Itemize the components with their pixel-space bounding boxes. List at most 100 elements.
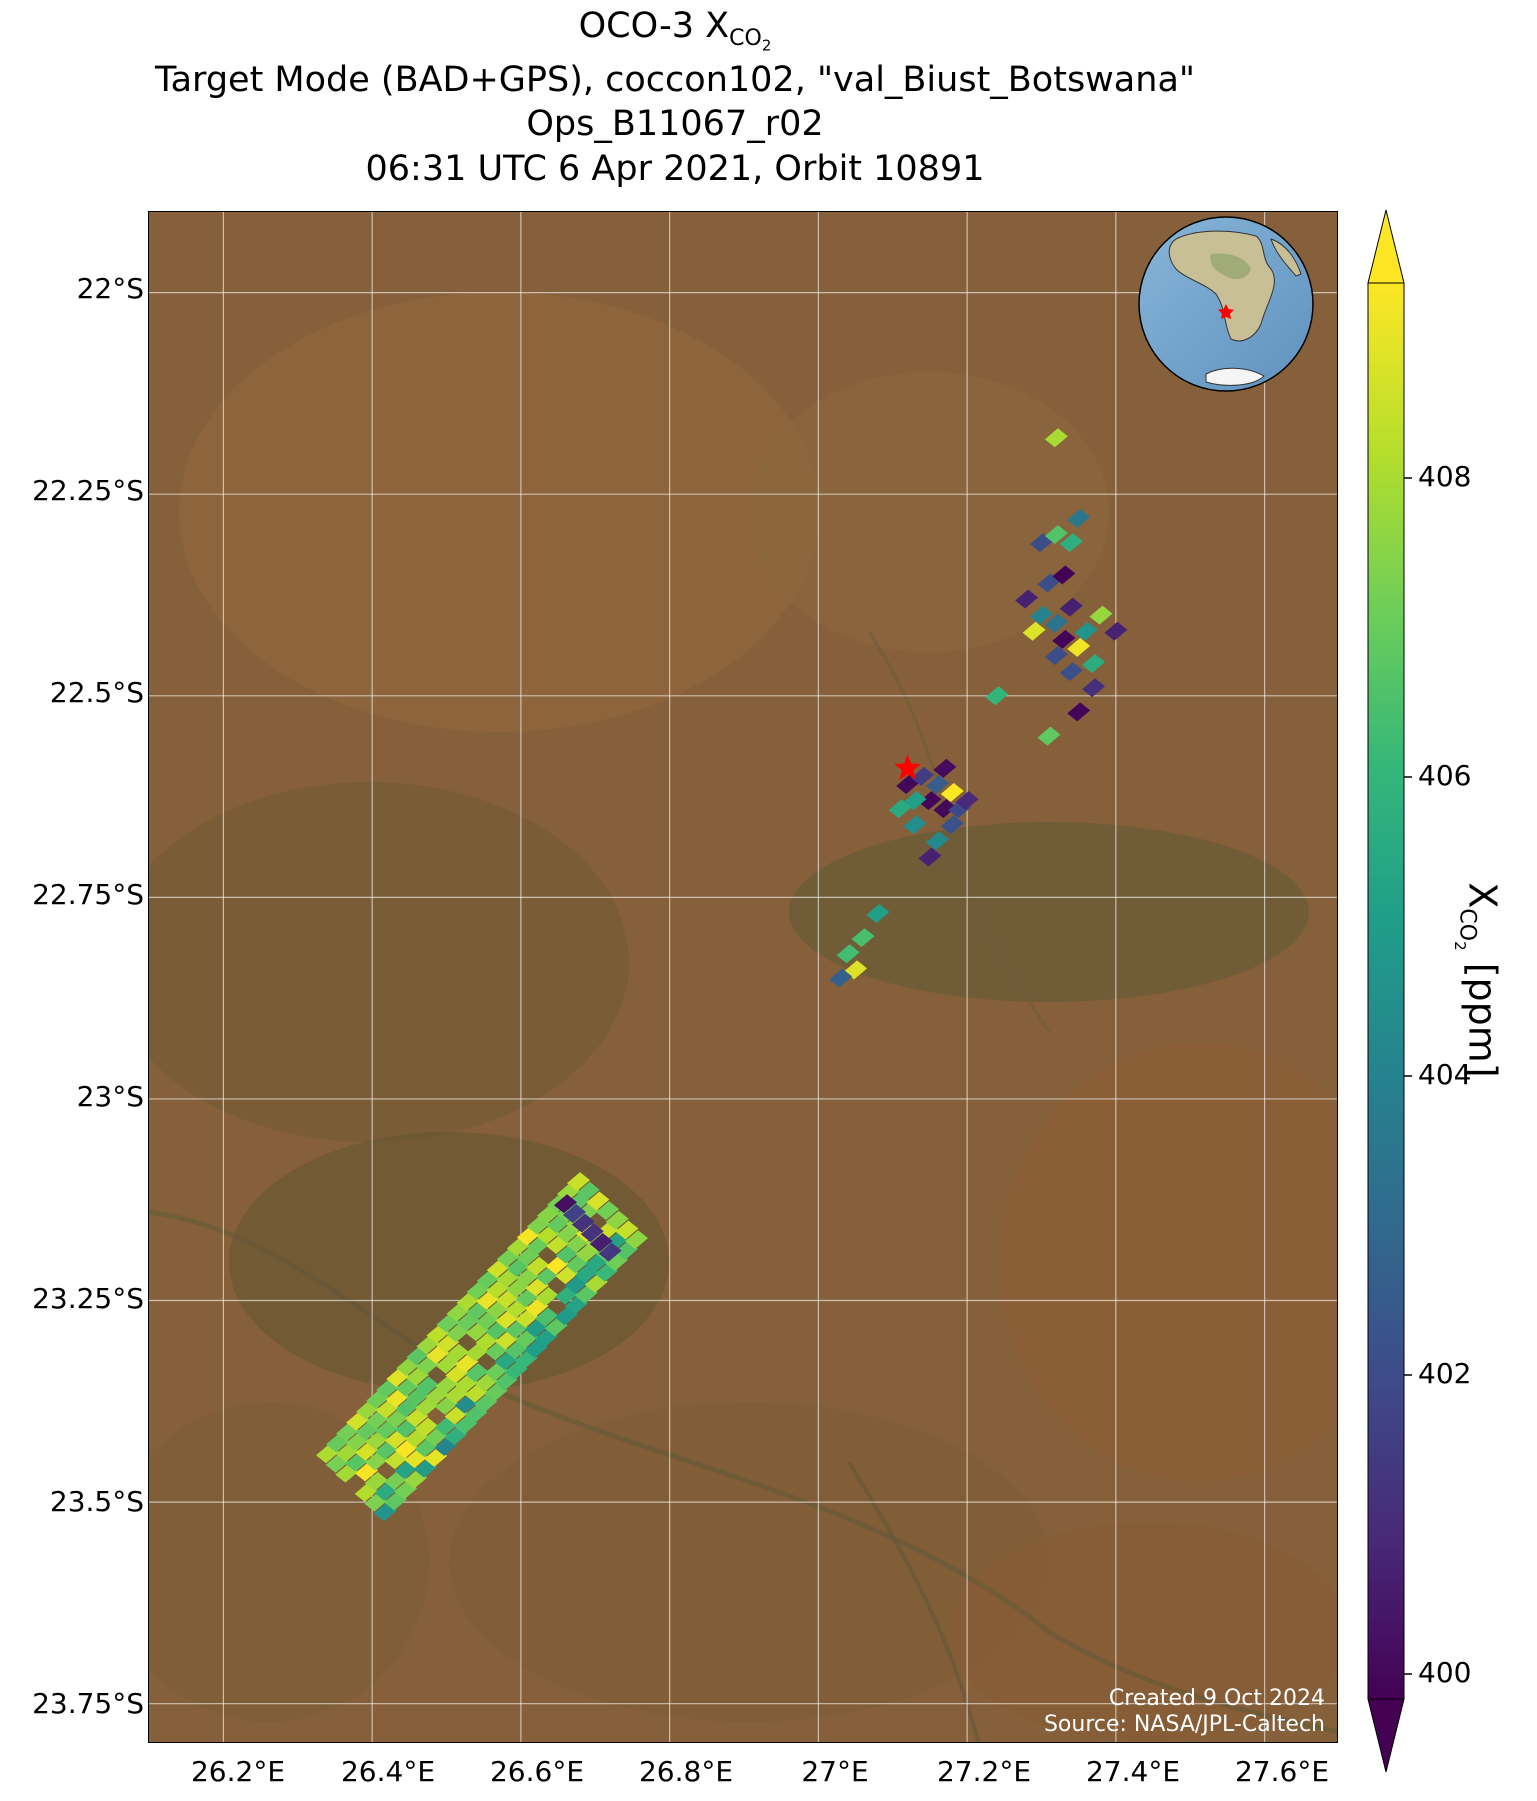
sounding-footprint (851, 928, 875, 948)
sounding-footprint (1104, 621, 1128, 641)
sounding-footprint (1059, 597, 1083, 617)
sounding-footprint (567, 1172, 591, 1192)
sounding-footprint (580, 1223, 604, 1243)
title-line-2: Target Mode (BAD+GPS), coccon102, "val_B… (155, 60, 1195, 100)
sounding-footprint (615, 1220, 639, 1240)
credit-source: Source: NASA/JPL-Caltech (1043, 1712, 1325, 1737)
lat-label-23-5: 23.5°S (49, 1485, 144, 1518)
sounding-footprint (445, 1343, 469, 1363)
sounding-footprint (955, 791, 979, 811)
sounding-footprint (1044, 645, 1068, 665)
sounding-footprint (415, 1376, 439, 1396)
lat-label-22: 22°S (76, 272, 144, 305)
lat-label-22-5: 22.5°S (49, 676, 144, 709)
colorbar-tick-408: 408 (1418, 460, 1472, 493)
sounding-footprint (1067, 508, 1091, 528)
sounding-footprint (829, 968, 853, 988)
lat-label-22-75: 22.75°S (32, 878, 144, 911)
sounding-footprint (933, 758, 957, 778)
lon-label-27-6: 27.6°E (1234, 1755, 1330, 1788)
sounding-footprint (1052, 629, 1076, 649)
sounding-footprint (1044, 613, 1068, 633)
terrain-texture (149, 292, 1337, 1742)
sounding-footprint (605, 1210, 629, 1230)
lon-label-26-2: 26.2°E (190, 1755, 286, 1788)
sounding-footprint (576, 1181, 600, 1201)
title-line-1: OCO-3 XCO2 (0, 6, 1350, 65)
sounding-footprint (625, 1230, 649, 1250)
lon-label-27-4: 27.4°E (1085, 1755, 1181, 1788)
colorbar-tick-406: 406 (1418, 759, 1472, 792)
title-xco2: OCO-3 X (578, 6, 730, 46)
lon-label-27: 27°E (801, 1755, 869, 1788)
sounding-footprint (1059, 662, 1083, 682)
sounding-footprint (1044, 428, 1068, 448)
antarctica-landmass (1205, 367, 1265, 386)
sounding-footprint (925, 774, 949, 794)
lon-label-26-8: 26.8°E (638, 1755, 734, 1788)
sounding-footprint (940, 783, 964, 803)
sounding-footprint (596, 1201, 620, 1221)
sounding-footprint (364, 1472, 388, 1492)
colorbar (1367, 209, 1412, 1773)
credit-created: Created 9 Oct 2024 (1108, 1686, 1325, 1711)
sounding-footprint (888, 799, 912, 819)
sounding-footprint (866, 903, 890, 923)
target-star-icon (894, 754, 921, 780)
sounding-footprint (1082, 678, 1106, 698)
colorbar-gradient (1367, 282, 1405, 1700)
sounding-footprint (836, 944, 860, 964)
colorbar-title: XCO2 [ppm] (1451, 882, 1505, 1078)
sounding-footprint (1052, 565, 1076, 585)
sounding-footprint (918, 847, 942, 867)
sounding-footprint (1022, 621, 1046, 641)
map-panel: Created 9 Oct 2024 Source: NASA/JPL-Calt… (148, 211, 1338, 1743)
sounding-footprint (985, 686, 1009, 706)
title-line-4: 06:31 UTC 6 Apr 2021, Orbit 10891 (365, 149, 985, 189)
sounding-footprint (1015, 589, 1039, 609)
sounding-footprint (1059, 533, 1083, 553)
lon-label-27-2: 27.2°E (936, 1755, 1032, 1788)
sounding-footprint (1030, 605, 1053, 625)
sounding-footprint (918, 791, 942, 811)
sounding-footprint (911, 766, 934, 786)
lon-label-26-4: 26.4°E (340, 1755, 436, 1788)
target-site-marker (894, 754, 921, 780)
sounding-footprint (1044, 525, 1068, 545)
title-2-subscript: 2 (761, 36, 772, 55)
africa-landmass (1168, 230, 1275, 342)
colorbar-max-extend (1367, 209, 1405, 284)
sounding-footprint (940, 815, 964, 835)
globe-site-star-icon (1218, 304, 1234, 320)
sounding-footprint (535, 1286, 559, 1306)
sounding-footprint (589, 1232, 613, 1252)
lat-label-23-25: 23.25°S (32, 1282, 144, 1315)
sounding-footprint (903, 815, 927, 835)
lat-label-23: 23°S (76, 1080, 144, 1113)
locator-globe (1138, 216, 1314, 392)
sounding-footprint (526, 1256, 550, 1276)
title-line-3: Ops_B11067_r02 (526, 104, 824, 144)
colorbar-tick-404: 404 (1418, 1058, 1472, 1091)
sounding-footprint (1074, 621, 1098, 641)
colorbar-tick-402: 402 (1418, 1357, 1472, 1390)
sounding-footprint (586, 1191, 610, 1211)
sounding-footprint (562, 1203, 586, 1223)
sounding-footprint (554, 1194, 577, 1214)
satellite-map (149, 212, 1337, 1742)
sounding-footprint (933, 799, 957, 819)
lat-label-23-75: 23.75°S (32, 1687, 144, 1720)
sounding-footprint (414, 1417, 438, 1437)
title-co-subscript: CO (729, 26, 762, 51)
sounding-footprint (1037, 726, 1061, 746)
sounding-footprint (1067, 702, 1091, 722)
sounding-footprint (1082, 654, 1106, 674)
colorbar-min-extend (1367, 1698, 1405, 1773)
colorbar-tick-400: 400 (1418, 1656, 1472, 1689)
sounding-footprint (535, 1307, 559, 1327)
xco2-soundings (316, 428, 1128, 1522)
lat-label-22-25: 22.25°S (32, 474, 144, 507)
sounding-footprint (1089, 605, 1113, 625)
lon-label-26-6: 26.6°E (489, 1755, 585, 1788)
sounding-footprint (465, 1363, 489, 1383)
